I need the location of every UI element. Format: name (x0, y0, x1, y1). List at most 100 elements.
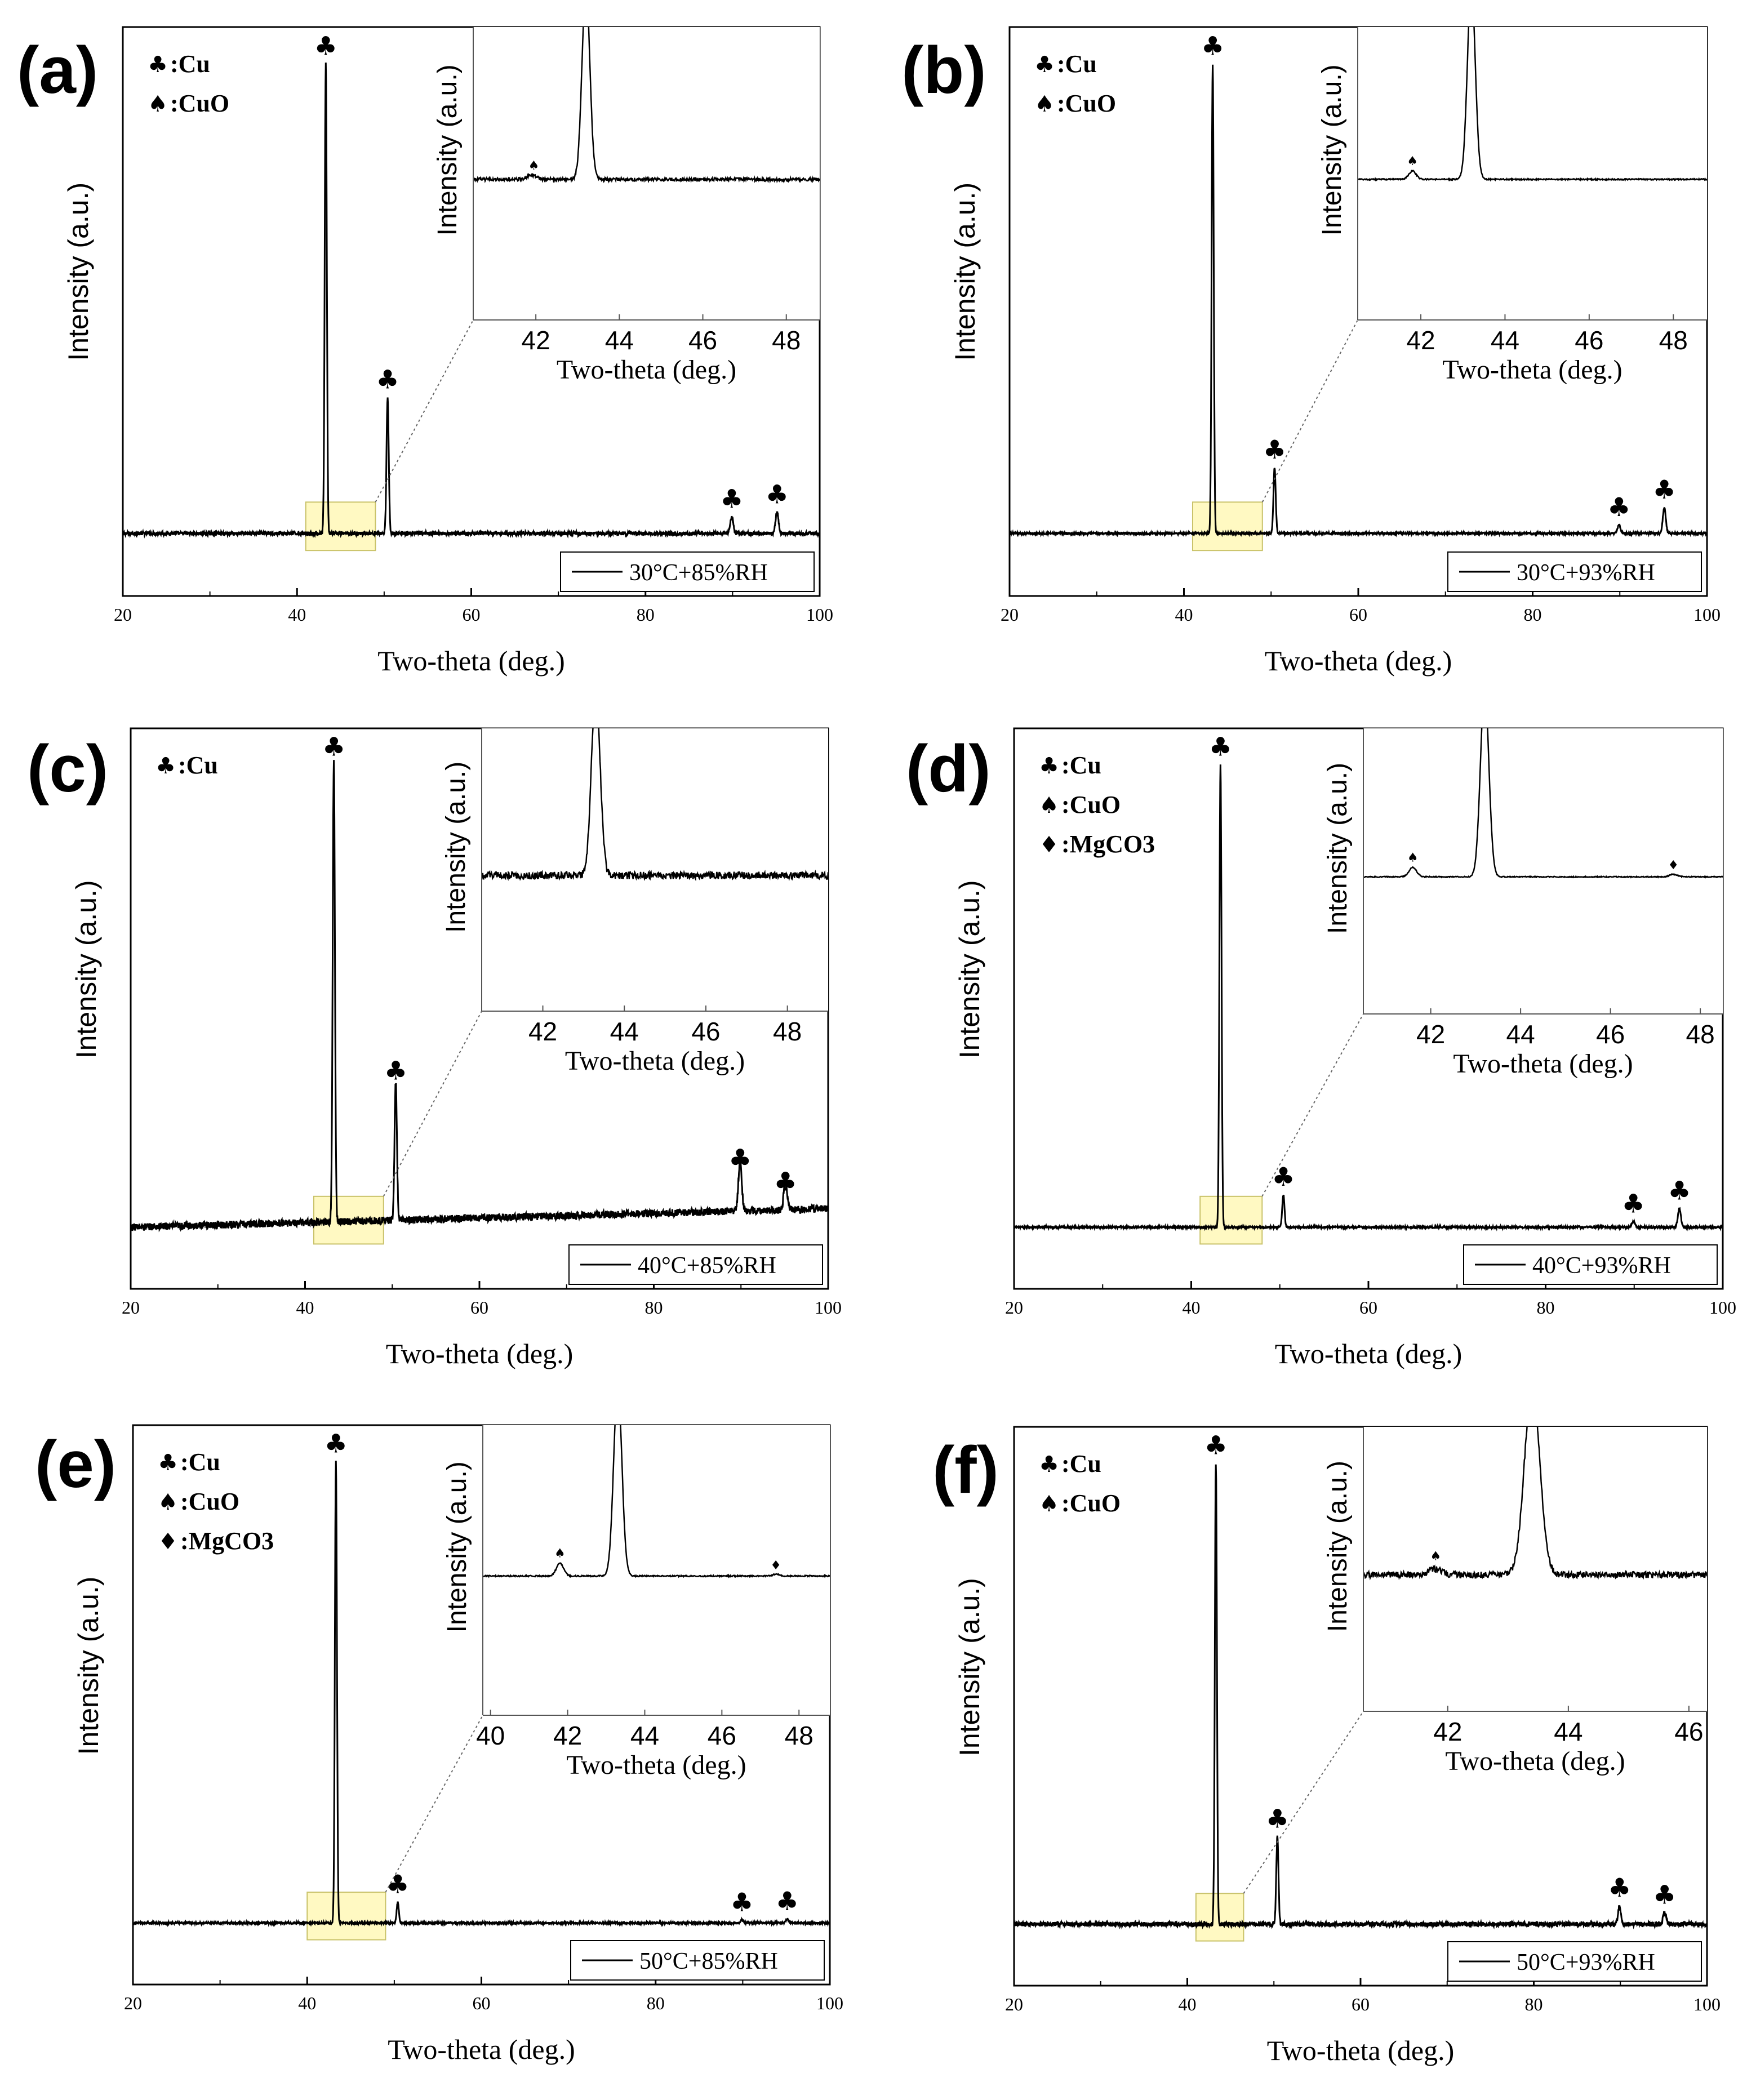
panel-letter: (d) (906, 732, 991, 806)
x-tick-label: 40 (1175, 604, 1193, 625)
xrd-trace-line (130, 760, 829, 1233)
inset-peak-marker-icon: ♠ (1430, 1550, 1442, 1564)
x-axis-label: Two-theta (deg.) (377, 645, 564, 677)
inset-y-axis-label: Intensity (a.u.) (1323, 763, 1353, 934)
peak-marker-cu-icon: ♣ (1653, 1879, 1676, 1910)
x-tick-label: 80 (637, 604, 655, 625)
legend-label: 30°C+85%RH (629, 560, 768, 586)
inset-x-tick-label: 46 (708, 1721, 736, 1750)
peak-marker-cu-icon: ♣ (776, 1886, 799, 1916)
inset-x-tick-label: 48 (772, 326, 801, 355)
panel-letter: (b) (901, 33, 986, 108)
inset-peak-marker-icon: ♦ (770, 1559, 781, 1573)
panel-f: (f) ♣ ♣ ♣ ♣ 20 40 60 80 100 Two-theta (deg.) Intens… (932, 1426, 1721, 2066)
inset-peak-marker-icon: ♠ (1407, 154, 1418, 168)
zoom-region-box (305, 501, 376, 551)
x-tick-label: 40 (298, 1993, 316, 2013)
inset-x-tick-label: 44 (630, 1721, 659, 1750)
inset-x-tick-label: 46 (1575, 326, 1603, 355)
zoom-connector-line (1243, 1711, 1364, 1894)
peak-marker-cu-icon: ♣ (376, 364, 399, 394)
inset-x-axis-label: Two-theta (deg.) (1442, 355, 1622, 385)
peak-marker-cu-icon: ♣ (1668, 1176, 1691, 1206)
legend-label: 50°C+85%RH (639, 1948, 778, 1974)
x-tick-label: 40 (1183, 1297, 1201, 1318)
x-axis-label: Two-theta (deg.) (1265, 645, 1452, 677)
peak-marker-cu-icon: ♣ (766, 479, 789, 509)
inset-x-tick-label: 42 (553, 1721, 582, 1750)
peak-marker-cu-icon: ♣ (720, 484, 743, 514)
phase-symbol-icon: ♣ (155, 753, 176, 779)
peak-marker-cu-icon: ♣ (1608, 1872, 1631, 1903)
phase-symbol-icon: ♠ (148, 91, 168, 117)
phase-label: :Cu (1061, 751, 1101, 779)
peak-marker-cu-icon: ♣ (1607, 492, 1630, 522)
inset-trace-line (1358, 27, 1707, 182)
inset-x-tick-label: 40 (476, 1721, 505, 1750)
peak-marker-cu-icon: ♣ (386, 1869, 409, 1899)
phase-symbol-icon: ♦ (158, 1529, 178, 1555)
zoom-connector-line (385, 1715, 483, 1893)
inset-x-tick-label: 48 (773, 1017, 802, 1046)
inset-x-tick-label: 44 (1554, 1717, 1582, 1746)
panel-letter: (c) (27, 732, 108, 806)
legend-label: 40°C+85%RH (638, 1253, 776, 1279)
x-tick-label: 80 (1537, 1297, 1555, 1318)
panel-letter: (f) (932, 1433, 999, 1507)
phase-label: :Cu (178, 751, 218, 779)
phase-symbol-icon: ♣ (158, 1450, 178, 1476)
phase-symbol-icon: ♣ (148, 52, 168, 78)
xrd-trace-line (132, 1461, 831, 1928)
x-tick-label: 60 (463, 604, 481, 625)
inset-x-tick-label: 42 (1406, 326, 1435, 355)
peak-marker-cu-icon: ♣ (1204, 1430, 1228, 1460)
inset-trace-line (482, 728, 828, 882)
phase-symbol-icon: ♠ (158, 1489, 178, 1515)
phase-symbol-icon: ♠ (1039, 1491, 1059, 1517)
peak-marker-cu-icon: ♣ (728, 1143, 752, 1173)
x-tick-label: 80 (1525, 1994, 1543, 2014)
peak-marker-cu-icon: ♣ (730, 1887, 753, 1917)
legend-label: 30°C+93%RH (1517, 560, 1655, 586)
xrd-trace-line (1013, 1464, 1708, 1930)
x-tick-label: 100 (815, 1297, 842, 1318)
phase-symbol-icon: ♣ (1034, 52, 1055, 78)
inset-background (1363, 728, 1723, 1014)
inset-x-tick-label: 46 (691, 1017, 720, 1046)
phase-label: :Cu (180, 1448, 220, 1476)
inset-x-tick-label: 46 (1596, 1020, 1625, 1049)
peak-marker-cu-icon: ♣ (1209, 732, 1232, 762)
x-tick-label: 20 (1005, 1297, 1023, 1318)
x-tick-label: 40 (1179, 1994, 1197, 2014)
panel-c: (c) ♣ ♣ ♣ ♣ 20 40 60 80 100 Two-theta (deg.) Intens… (27, 727, 842, 1369)
x-tick-label: 20 (124, 1993, 142, 2013)
y-axis-label: Intensity (a.u.) (954, 1578, 985, 1756)
x-tick-label: 80 (1524, 604, 1542, 625)
x-tick-label: 60 (470, 1297, 488, 1318)
peak-marker-cu-icon: ♣ (1272, 1162, 1295, 1192)
panel-b: (b) ♣ ♣ ♣ ♣ 20 40 60 80 100 Two-theta (deg.) Intens… (901, 26, 1721, 677)
x-tick-label: 20 (122, 1297, 140, 1318)
phase-label: :CuO (170, 90, 229, 117)
inset-peak-marker-icon: ♦ (1668, 858, 1679, 873)
x-axis-label: Two-theta (deg.) (1267, 2035, 1454, 2066)
peak-marker-cu-icon: ♣ (1622, 1189, 1645, 1219)
y-axis-label: Intensity (a.u.) (63, 183, 94, 361)
panel-e: (e) ♣ ♣ ♣ ♣ 20 40 60 80 100 Two-theta (deg.) Intens… (35, 1424, 843, 2065)
inset-x-tick-label: 48 (1659, 326, 1688, 355)
panel-a: (a) ♣ ♣ ♣ ♣ 20 40 60 80 100 Two-theta (deg.) Intens… (17, 26, 833, 677)
inset-x-tick-label: 42 (1416, 1020, 1445, 1049)
inset-x-axis-label: Two-theta (deg.) (565, 1046, 745, 1076)
inset-x-axis-label: Two-theta (deg.) (1445, 1746, 1625, 1776)
zoom-connector-line (383, 1011, 482, 1197)
x-tick-label: 40 (288, 604, 306, 625)
inset-y-axis-label: Intensity (a.u.) (433, 64, 463, 235)
phase-symbol-icon: ♣ (1039, 1452, 1059, 1478)
inset-x-tick-label: 46 (688, 326, 717, 355)
phase-symbol-icon: ♠ (1039, 793, 1059, 818)
x-tick-label: 60 (473, 1993, 491, 2013)
x-axis-label: Two-theta (deg.) (1275, 1338, 1462, 1369)
inset-x-axis-label: Two-theta (deg.) (566, 1750, 746, 1780)
phase-symbol-icon: ♣ (1039, 753, 1059, 779)
inset-y-axis-label: Intensity (a.u.) (442, 1461, 472, 1632)
